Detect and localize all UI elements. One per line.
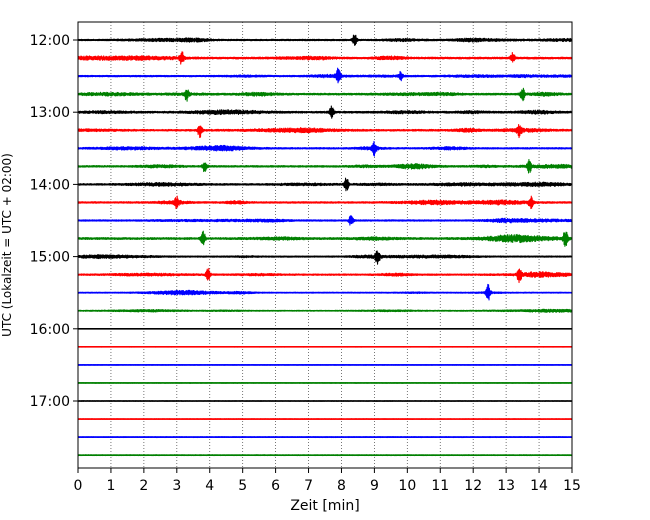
y-tick-label: 14:00 bbox=[30, 177, 70, 193]
x-tick-label: 14 bbox=[530, 478, 548, 494]
grid-lines bbox=[110, 22, 540, 468]
x-tick-label: 1 bbox=[106, 478, 115, 494]
x-tick-label: 6 bbox=[271, 478, 280, 494]
x-tick-label: 5 bbox=[238, 478, 247, 494]
x-axis-ticks: 0 1 2 3 4 5 6 7 8 9 10 11 12 13 14 15 bbox=[74, 468, 581, 494]
x-tick-label: 15 bbox=[563, 478, 581, 494]
plot-frame bbox=[77, 21, 573, 469]
x-tick-label: 12 bbox=[464, 478, 482, 494]
trace-series bbox=[77, 34, 573, 457]
x-axis-label: Zeit [min] bbox=[290, 498, 359, 514]
x-tick-label: 9 bbox=[370, 478, 379, 494]
x-tick-label: 0 bbox=[74, 478, 83, 494]
x-tick-label: 10 bbox=[398, 478, 416, 494]
y-tick-label: 15:00 bbox=[30, 250, 70, 266]
x-tick-label: 11 bbox=[431, 478, 449, 494]
x-tick-label: 4 bbox=[205, 478, 214, 494]
y-tick-label: 12:00 bbox=[30, 33, 70, 49]
y-axis-ticks: 12:00 13:00 14:00 15:00 16:00 17:00 bbox=[30, 33, 78, 410]
y-tick-label: 16:00 bbox=[30, 322, 70, 338]
x-tick-label: 8 bbox=[337, 478, 346, 494]
x-tick-label: 2 bbox=[139, 478, 148, 494]
x-tick-label: 13 bbox=[497, 478, 515, 494]
y-tick-label: 17:00 bbox=[30, 394, 70, 410]
x-tick-label: 7 bbox=[304, 478, 313, 494]
y-axis-label: UTC (Lokalzeit = UTC + 02:00) bbox=[0, 153, 14, 337]
x-tick-label: 3 bbox=[172, 478, 181, 494]
y-tick-label: 13:00 bbox=[30, 105, 70, 121]
